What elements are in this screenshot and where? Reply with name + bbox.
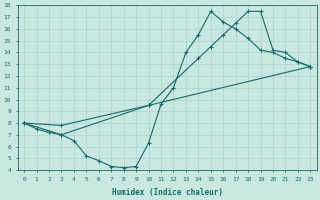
X-axis label: Humidex (Indice chaleur): Humidex (Indice chaleur) — [112, 188, 223, 197]
